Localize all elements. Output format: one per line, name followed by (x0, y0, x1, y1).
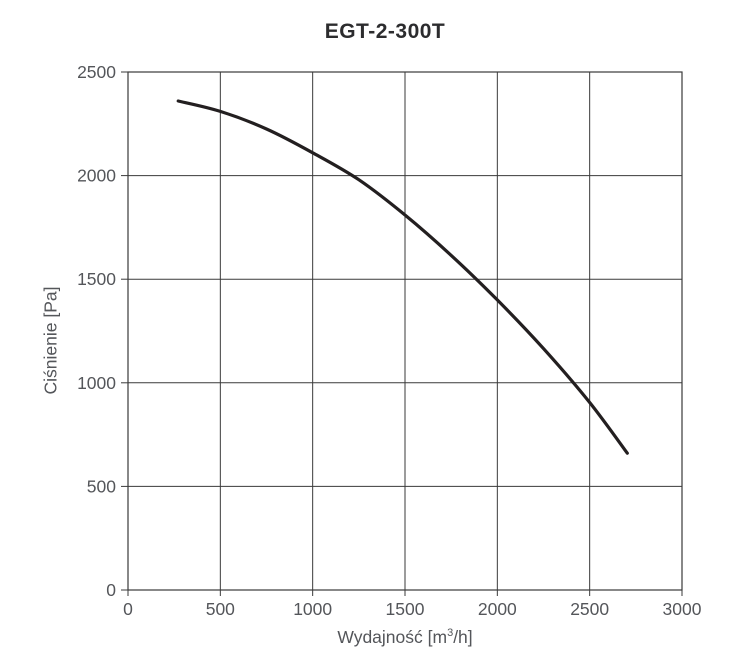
x-tick-label: 0 (123, 599, 133, 619)
x-axis-title-sup: 3 (447, 627, 454, 640)
y-tick-label: 2500 (77, 62, 116, 82)
y-tick-label: 1000 (77, 373, 116, 393)
y-axis-title: Ciśnienie [Pa] (40, 286, 61, 395)
x-tick-label: 500 (206, 599, 235, 619)
chart-title: EGT-2-300T (324, 20, 446, 43)
x-tick-label: 3000 (663, 599, 702, 619)
x-axis-title-prefix: Wydajność [m (337, 627, 448, 647)
x-tick-label: 2500 (570, 599, 609, 619)
x-tick-label: 1500 (386, 599, 425, 619)
y-tick-label: 2000 (77, 166, 116, 186)
x-axis-title-suffix: /h] (453, 627, 473, 647)
x-tick-label: 2000 (478, 599, 517, 619)
y-tick-label: 1500 (77, 269, 116, 289)
y-tick-label: 500 (87, 476, 116, 496)
performance-curve (176, 99, 629, 455)
y-tick-label: 0 (106, 580, 116, 600)
x-tick-label: 1000 (293, 599, 332, 619)
x-axis-title: Wydajność [m3/h] (128, 627, 682, 648)
